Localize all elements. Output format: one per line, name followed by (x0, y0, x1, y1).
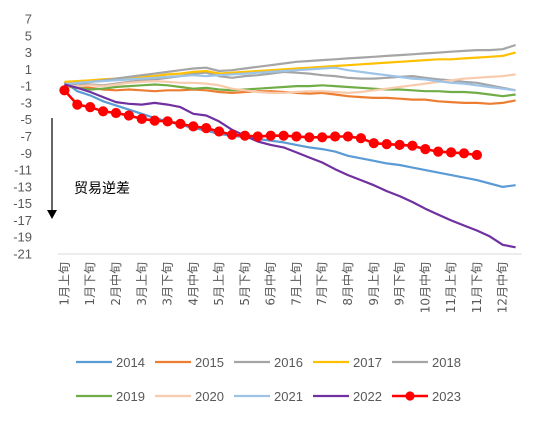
y-tick-label: -17 (13, 213, 32, 228)
y-tick-label: 7 (25, 12, 32, 27)
point-2023 (381, 139, 392, 150)
x-tick-label: 10月中旬 (417, 262, 432, 313)
point-2023 (420, 144, 431, 155)
y-tick-label: 1 (25, 62, 32, 77)
point-2023 (278, 130, 289, 141)
x-tick-label: 12月中旬 (495, 262, 510, 313)
point-2023 (265, 130, 276, 141)
point-2023 (291, 131, 302, 142)
legend-label-2016: 2016 (274, 355, 303, 370)
point-2023 (149, 115, 160, 126)
deficit-annotation: 贸易逆差 (47, 118, 130, 219)
x-tick-label: 1月上旬 (57, 262, 71, 306)
y-tick-label: -13 (13, 179, 32, 194)
series-line-2022 (64, 83, 516, 249)
point-2023 (342, 131, 354, 142)
deficit-annotation-label: 贸易逆差 (74, 181, 130, 197)
series-line-2019 (64, 83, 516, 98)
series-line-2015 (64, 85, 516, 105)
legend-label-2015: 2015 (195, 355, 224, 370)
point-2023 (110, 107, 122, 119)
legend-label-2023: 2023 (432, 389, 461, 404)
point-2023 (252, 131, 263, 142)
series-line-2014 (63, 81, 516, 188)
x-tick-label: 8月中旬 (340, 262, 355, 306)
legend-marker-2023 (405, 391, 415, 401)
point-2023 (98, 106, 109, 117)
point-2023 (123, 110, 134, 121)
point-2023 (226, 129, 238, 140)
series-line-2021 (64, 66, 516, 92)
y-tick-label: -11 (14, 163, 32, 178)
point-2023 (85, 102, 96, 113)
y-tick-label: -19 (13, 230, 32, 245)
point-2023 (72, 99, 83, 110)
y-tick-label: -21 (13, 247, 32, 262)
series-line-2017 (64, 51, 516, 83)
x-tick-label: 3月下旬 (161, 262, 175, 306)
x-tick-label: 4月中旬 (185, 262, 200, 306)
y-tick-label: -9 (20, 146, 32, 161)
y-tick-label: -5 (20, 112, 32, 127)
deficit-arrow-icon (47, 210, 57, 219)
point-2023 (317, 132, 328, 143)
legend-label-2021: 2021 (274, 389, 303, 404)
point-2023 (162, 116, 173, 127)
point-2023 (446, 147, 457, 158)
point-2023 (304, 132, 315, 143)
x-tick-label: 1月下旬 (83, 262, 97, 306)
y-tick-label: -15 (13, 196, 32, 211)
x-tick-label: 9月上旬 (367, 262, 381, 306)
point-2023 (239, 130, 250, 141)
y-tick-label: -7 (20, 129, 32, 144)
point-2023 (394, 139, 405, 150)
point-2023 (136, 113, 147, 125)
point-2023 (368, 138, 379, 149)
legend-label-2017: 2017 (353, 355, 382, 370)
legend-label-2014: 2014 (116, 355, 145, 370)
point-2023 (175, 118, 186, 130)
x-tick-label: 11月下旬 (470, 262, 484, 313)
point-2023 (458, 148, 470, 159)
x-tick-label: 9月下旬 (393, 262, 407, 306)
point-2023 (59, 85, 70, 96)
x-tick-label: 5月下旬 (238, 262, 252, 306)
x-tick-label: 2月中旬 (108, 262, 123, 306)
point-2023 (330, 131, 341, 142)
x-tick-label: 6月中旬 (263, 262, 278, 306)
x-tick-label: 5月上旬 (212, 262, 226, 306)
legend-label-2018: 2018 (432, 355, 461, 370)
x-tick-label: 7月上旬 (289, 262, 303, 306)
x-tick-label: 7月下旬 (315, 262, 329, 306)
point-2023 (407, 140, 418, 151)
point-2023 (188, 121, 199, 132)
legend: 2014 2015 2016 2017 2018 2019 2020 2021 2022 2023 (76, 355, 461, 404)
y-tick-label: -3 (20, 95, 32, 110)
series-line-2018 (64, 43, 516, 86)
x-tick-label: 11月上旬 (444, 262, 458, 313)
series-line-2016 (64, 70, 516, 92)
legend-label-2020: 2020 (195, 389, 224, 404)
point-2023 (214, 126, 225, 137)
y-tick-label: 3 (25, 45, 32, 60)
point-2023 (433, 146, 444, 157)
x-axis: 1月上旬 1月下旬 2月中旬 3月上旬 3月下旬 4月中旬 5月上旬 5月下旬 6月中旬 7月上旬… (57, 253, 522, 313)
y-axis-tick-labels: 75 3 1 -1-3 -5 -7 -9 -11-13 -15 -17 -19 -21 (13, 12, 32, 262)
y-tick-label: -1 (20, 79, 32, 94)
y-tick-label: 5 (25, 28, 32, 43)
point-2023 (471, 149, 482, 161)
legend-label-2019: 2019 (116, 389, 145, 404)
point-2023 (355, 133, 366, 144)
legend-label-2022: 2022 (353, 389, 382, 404)
series-layer (59, 43, 516, 249)
point-2023 (201, 123, 212, 134)
x-tick-label: 3月上旬 (135, 262, 149, 306)
